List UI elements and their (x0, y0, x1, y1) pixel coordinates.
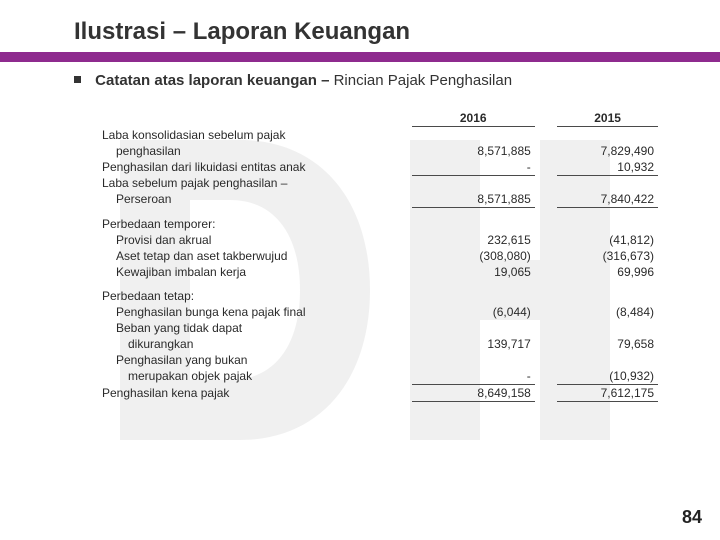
subtitle-rest: Rincian Pajak Penghasilan (334, 72, 512, 89)
row-label: Beban yang tidak dapat (98, 320, 412, 336)
row-label: Penghasilan bunga kena pajak final (98, 304, 412, 320)
cell: - (412, 159, 535, 176)
row-label: Kewajiban imbalan kerja (98, 264, 412, 280)
financial-table: 2016 2015 Laba konsolidasian sebelum paj… (98, 110, 658, 402)
subtitle-bold: Catatan atas laporan keuangan – (95, 72, 333, 89)
cell: 19,065 (412, 264, 535, 280)
cell: (41,812) (557, 232, 658, 248)
cell: - (412, 368, 535, 385)
header-2015: 2015 (557, 110, 658, 127)
header-2016: 2016 (412, 110, 535, 127)
row-label: Provisi dan akrual (98, 232, 412, 248)
row-label: Perseroan (98, 191, 412, 208)
row-label: Penghasilan kena pajak (98, 384, 412, 401)
cell: 7,829,490 (557, 143, 658, 159)
cell: (308,080) (412, 248, 535, 264)
row-label: penghasilan (98, 143, 412, 159)
cell: 7,612,175 (557, 384, 658, 401)
row-label: Penghasilan yang bukan (98, 352, 412, 368)
cell: 69,996 (557, 264, 658, 280)
cell: (10,932) (557, 368, 658, 385)
row-label: dikurangkan (98, 336, 412, 352)
cell: 10,932 (557, 159, 658, 176)
row-label: Penghasilan dari likuidasi entitas anak (98, 159, 412, 176)
page-number: 84 (682, 507, 702, 528)
section-header: Perbedaan temporer: (98, 216, 412, 232)
row-label: merupakan objek pajak (98, 368, 412, 385)
subtitle: Catatan atas laporan keuangan – Rincian … (74, 72, 512, 89)
cell: 7,840,422 (557, 191, 658, 208)
cell: (316,673) (557, 248, 658, 264)
bullet-icon (74, 76, 81, 83)
cell: 8,571,885 (412, 191, 535, 208)
row-label: Aset tetap dan aset takberwujud (98, 248, 412, 264)
cell: (8,484) (557, 304, 658, 320)
cell: 8,649,158 (412, 384, 535, 401)
row-label: Laba sebelum pajak penghasilan – (98, 175, 412, 191)
cell: (6,044) (412, 304, 535, 320)
cell: 8,571,885 (412, 143, 535, 159)
cell: 232,615 (412, 232, 535, 248)
accent-bar (0, 52, 720, 62)
row-label: Laba konsolidasian sebelum pajak (98, 127, 412, 143)
cell: 79,658 (557, 336, 658, 352)
slide-title: Ilustrasi – Laporan Keuangan (74, 18, 410, 46)
cell: 139,717 (412, 336, 535, 352)
section-header: Perbedaan tetap: (98, 288, 412, 304)
